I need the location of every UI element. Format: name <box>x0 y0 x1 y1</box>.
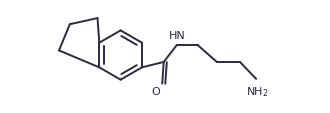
Text: NH$_2$: NH$_2$ <box>246 85 268 98</box>
Text: O: O <box>151 86 160 96</box>
Text: HN: HN <box>168 31 185 41</box>
